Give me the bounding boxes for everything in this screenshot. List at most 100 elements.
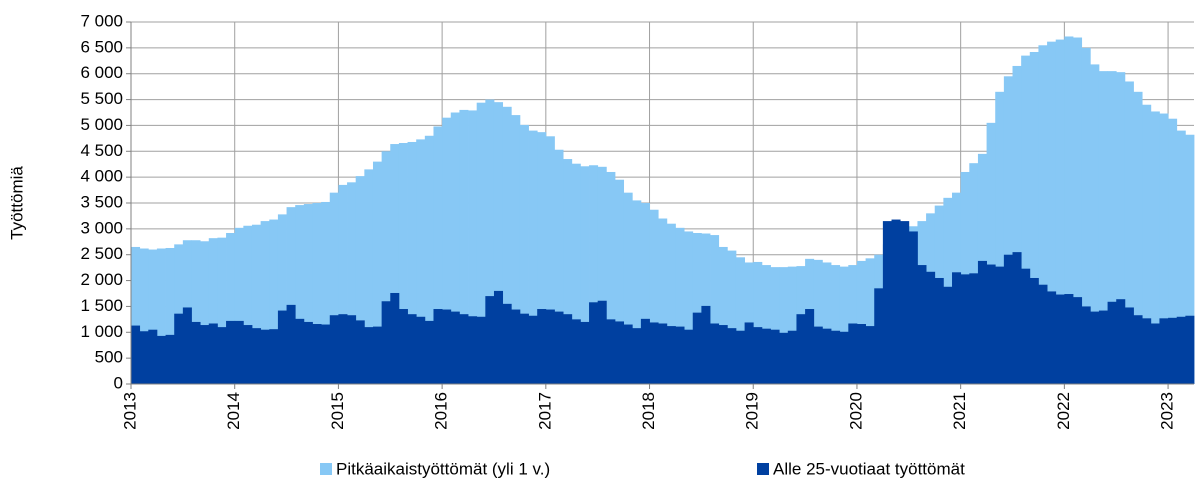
area-step <box>882 221 892 384</box>
area-step <box>710 323 720 384</box>
area-step <box>779 332 789 384</box>
area-step <box>580 321 590 384</box>
area-step <box>1090 311 1100 384</box>
area-step <box>1047 41 1057 384</box>
y-tick-label: 6 000 <box>80 63 123 82</box>
area-step <box>191 240 201 384</box>
area-step <box>165 334 175 384</box>
area-step <box>727 250 737 384</box>
area-step <box>260 221 270 384</box>
legend-swatch <box>320 463 332 475</box>
area-step <box>511 115 521 384</box>
area-step <box>563 159 573 384</box>
area-step <box>217 327 227 384</box>
area-step <box>632 328 642 384</box>
area-step <box>468 110 478 384</box>
area-step <box>476 316 486 384</box>
area-step <box>874 288 884 384</box>
area-step <box>200 241 210 384</box>
area-step <box>571 163 581 384</box>
area-step <box>1133 91 1143 385</box>
area-step <box>1159 318 1169 384</box>
area-step <box>675 326 685 384</box>
area-step <box>554 311 564 384</box>
legend-swatch <box>757 463 769 475</box>
x-tick-label: 2016 <box>432 392 451 430</box>
area-step <box>286 304 296 384</box>
area-step <box>1124 307 1134 384</box>
area-step <box>1064 36 1074 384</box>
y-tick-label: 7 000 <box>80 11 123 30</box>
area-step <box>995 91 1005 385</box>
area-step <box>1038 45 1048 385</box>
area-step <box>131 246 141 384</box>
area-step <box>960 274 970 384</box>
area-step <box>407 141 417 384</box>
area-step <box>597 166 607 384</box>
area-step <box>277 214 287 384</box>
x-tick-label: 2017 <box>535 392 554 430</box>
area-step <box>554 149 564 384</box>
area-step <box>139 248 149 384</box>
area-step <box>243 225 253 384</box>
area-step <box>485 99 495 385</box>
area-step <box>986 122 996 384</box>
area-step <box>1185 134 1195 384</box>
area-step <box>226 320 236 384</box>
y-axis-label: Työttömiä <box>7 166 26 240</box>
y-tick-label: 3 500 <box>80 192 123 211</box>
area-step <box>831 330 841 384</box>
area-step <box>442 117 452 385</box>
area-step <box>1012 252 1022 384</box>
area-step <box>372 326 383 384</box>
area-step <box>1098 310 1108 384</box>
area-step <box>260 329 270 384</box>
area-step <box>416 316 426 384</box>
area-step <box>753 261 763 384</box>
area-step <box>934 277 944 384</box>
x-tick-label: 2013 <box>120 392 139 430</box>
area-step <box>1021 268 1031 384</box>
area-step <box>390 292 400 384</box>
area-step <box>1055 294 1065 384</box>
area-step <box>1038 284 1048 384</box>
area-step <box>528 315 538 384</box>
area-step <box>329 315 339 384</box>
area-step <box>822 262 832 384</box>
area-step <box>502 106 512 384</box>
area-step <box>493 102 504 385</box>
area-step <box>165 247 175 384</box>
area-step <box>131 325 141 384</box>
area-step <box>1081 47 1091 384</box>
area-step <box>347 315 357 384</box>
area-step <box>321 324 331 384</box>
area-step <box>718 246 728 384</box>
area-step <box>286 207 296 384</box>
x-tick-label: 2023 <box>1158 392 1177 430</box>
area-step <box>321 201 331 384</box>
area-step <box>571 319 581 384</box>
area-step <box>813 259 823 384</box>
area-step <box>735 257 746 384</box>
area-step <box>277 310 287 384</box>
area-step <box>1133 315 1143 384</box>
x-tick-label: 2018 <box>639 392 658 430</box>
area-step <box>926 271 936 384</box>
y-tick-label: 1 500 <box>80 296 123 315</box>
area-step <box>1003 254 1013 384</box>
area-step <box>251 224 262 384</box>
area-step <box>424 320 434 384</box>
area-step <box>761 328 771 384</box>
area-step <box>684 329 694 384</box>
area-step <box>269 219 279 384</box>
area-step <box>519 313 529 384</box>
area-step <box>822 328 832 384</box>
x-tick-label: 2021 <box>950 392 969 430</box>
area-step <box>459 109 469 385</box>
area-step <box>865 326 875 384</box>
area-step <box>372 161 383 384</box>
area-step <box>753 327 763 384</box>
area-step <box>1116 72 1126 385</box>
area-step <box>580 166 590 384</box>
y-tick-label: 1 000 <box>80 322 123 341</box>
